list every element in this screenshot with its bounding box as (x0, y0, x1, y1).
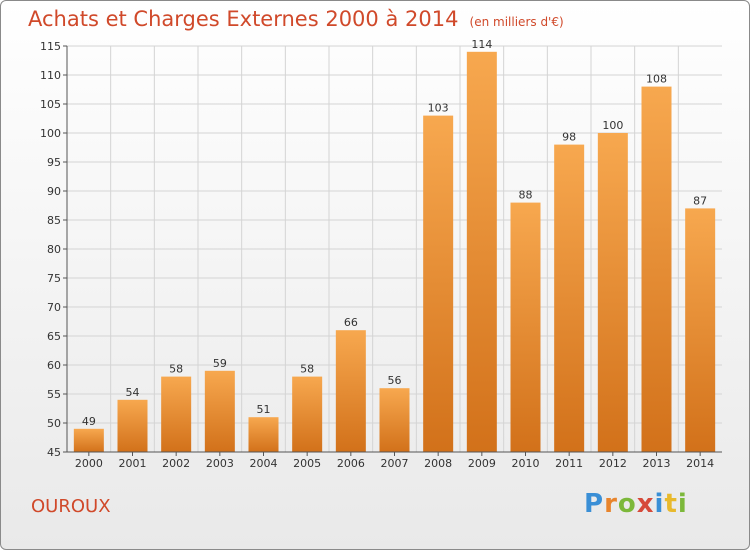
value-label: 58 (169, 363, 183, 376)
value-label: 51 (257, 403, 271, 416)
y-tick-label: 105 (40, 98, 61, 111)
logo-letter: i (677, 489, 688, 519)
y-tick-label: 55 (47, 388, 61, 401)
logo-letter: P (584, 489, 605, 519)
value-label: 54 (126, 386, 140, 399)
x-tick-label: 2007 (381, 457, 409, 470)
bar (161, 376, 192, 452)
value-label: 98 (562, 131, 576, 144)
x-tick-label: 2005 (293, 457, 321, 470)
x-tick-label: 2012 (599, 457, 627, 470)
value-label: 66 (344, 316, 358, 329)
bar (73, 428, 104, 452)
y-tick-label: 80 (47, 243, 61, 256)
bar (641, 86, 672, 452)
value-label: 56 (388, 374, 402, 387)
chart-subtitle: (en milliers d'€) (469, 15, 564, 29)
bar (204, 370, 235, 452)
x-tick-label: 2011 (555, 457, 583, 470)
value-label: 114 (471, 38, 492, 51)
bar (554, 144, 585, 452)
x-tick-label: 2014 (686, 457, 714, 470)
bar (292, 376, 323, 452)
x-tick-label: 2008 (424, 457, 452, 470)
x-tick-label: 2001 (119, 457, 147, 470)
bars (73, 51, 716, 453)
y-tick-label: 75 (47, 272, 61, 285)
y-tick-label: 50 (47, 417, 61, 430)
y-tick-label: 65 (47, 330, 61, 343)
y-tick-label: 115 (40, 40, 61, 53)
bar (117, 399, 148, 452)
x-tick-label: 2010 (512, 457, 540, 470)
x-tick-label: 2002 (162, 457, 190, 470)
logo-letter: x (636, 489, 655, 519)
x-tick-label: 2006 (337, 457, 365, 470)
logo-letter: t (664, 489, 678, 519)
title-row: Achats et Charges Externes 2000 à 2014 (… (28, 7, 564, 31)
y-tick-label: 85 (47, 214, 61, 227)
value-label: 100 (602, 119, 623, 132)
bar (248, 417, 279, 452)
x-tick-label: 2009 (468, 457, 496, 470)
logo-letter: r (604, 489, 618, 519)
x-tick-label: 2004 (250, 457, 278, 470)
logo-letter: i (654, 489, 665, 519)
y-tick-label: 100 (40, 127, 61, 140)
value-label: 87 (693, 194, 707, 207)
axes: 45 50 55 60 65 70 75 80 85 90 95 100 105 110 115 2000 20… (40, 40, 722, 470)
value-label: 59 (213, 357, 227, 370)
value-label: 103 (428, 102, 449, 115)
value-label: 49 (82, 415, 96, 428)
value-label: 58 (300, 363, 314, 376)
y-tick-label: 110 (40, 69, 61, 82)
bar (379, 388, 410, 452)
value-label: 88 (519, 189, 533, 202)
x-tick-label: 2000 (75, 457, 103, 470)
chart-title: Achats et Charges Externes 2000 à 2014 (28, 7, 459, 31)
y-tick-label: 70 (47, 301, 61, 314)
bar (685, 208, 716, 452)
bar (335, 330, 366, 452)
x-tick-label: 2013 (643, 457, 671, 470)
bar (423, 115, 454, 452)
x-tick-label: 2003 (206, 457, 234, 470)
value-labels: 49 54 58 59 51 58 66 56 103 114 88 98 100 108 87 (82, 38, 707, 428)
y-tick-label: 90 (47, 185, 61, 198)
logo-letter: o (617, 489, 637, 519)
commune-name: OUROUX (31, 496, 111, 517)
y-tick-label: 45 (47, 446, 61, 459)
y-tick-label: 95 (47, 156, 61, 169)
bar (510, 202, 541, 452)
bar (597, 133, 628, 452)
bar (466, 51, 497, 453)
proxiti-logo: Proxiti (584, 489, 688, 519)
value-label: 108 (646, 73, 667, 86)
y-tick-label: 60 (47, 359, 61, 372)
